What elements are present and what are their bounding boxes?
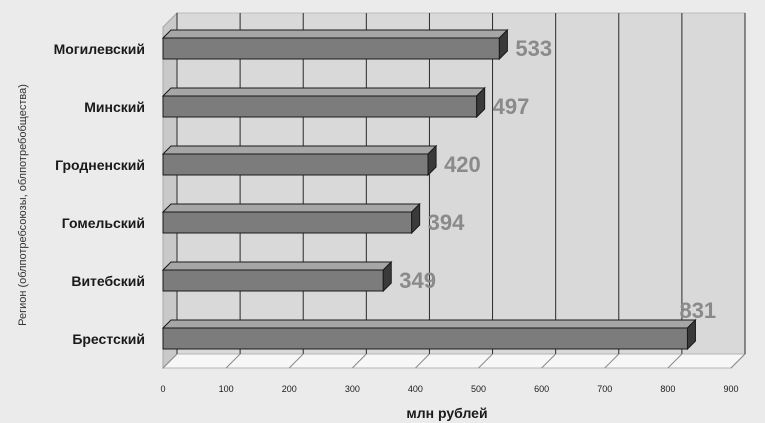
bar-end <box>498 28 508 61</box>
gridlines <box>162 13 746 369</box>
value-label: 831 <box>679 298 716 323</box>
value-labels: 533 497 420 394 349 831 <box>399 36 716 323</box>
x-tick-label: 600 <box>534 384 549 394</box>
y-axis-label: Регион (облпотребсоюзы, облпотребобществ… <box>17 84 29 326</box>
bar-top <box>161 203 421 213</box>
x-axis-label: млн рублей <box>406 405 487 421</box>
bars <box>161 28 697 351</box>
x-tick-label: 200 <box>282 384 297 394</box>
bar-top <box>161 319 697 329</box>
bar-end <box>686 318 696 351</box>
bar <box>161 318 697 351</box>
category-labels: Могилевский Минский Гродненский Гомельский В… <box>54 41 145 347</box>
floor-gridline <box>730 353 746 369</box>
floor-gridline <box>288 353 304 369</box>
bar-front <box>162 95 478 118</box>
bar-top <box>161 87 486 97</box>
bar-front <box>162 37 500 60</box>
bar-end <box>382 260 392 293</box>
category-label: Брестский <box>72 331 145 347</box>
bar-top <box>161 29 509 39</box>
bar <box>161 144 438 177</box>
floor-gridline <box>162 353 178 369</box>
x-tick-label: 800 <box>660 384 675 394</box>
floor-gridline <box>667 353 683 369</box>
x-tick-label: 0 <box>160 384 165 394</box>
bar-front <box>162 269 384 292</box>
category-label: Гомельский <box>62 215 145 231</box>
floor-gridline <box>541 353 557 369</box>
bar <box>161 86 486 119</box>
x-tick-labels: 0 100 200 300 400 500 600 700 800 900 <box>160 384 738 394</box>
value-label: 420 <box>444 152 481 177</box>
value-label: 533 <box>515 36 552 61</box>
x-tick-label: 900 <box>723 384 738 394</box>
bar-end <box>476 86 486 119</box>
bar <box>161 260 393 293</box>
x-tick-label: 700 <box>597 384 612 394</box>
side-wall <box>162 11 178 370</box>
x-tick-label: 100 <box>219 384 234 394</box>
bar-front <box>162 153 429 176</box>
floor-gridline <box>415 353 430 369</box>
x-tick-label: 300 <box>345 384 360 394</box>
category-label: Гродненский <box>55 157 145 173</box>
floor <box>161 353 747 369</box>
bar-front <box>162 327 688 350</box>
value-label: 394 <box>428 210 465 235</box>
floor-gridline <box>604 353 620 369</box>
back-wall <box>176 12 746 355</box>
x-tick-label: 500 <box>471 384 486 394</box>
floor-gridline <box>351 353 367 369</box>
floor-gridline <box>225 353 241 369</box>
plot-background <box>161 11 747 370</box>
bar-top <box>161 261 393 271</box>
bar-front <box>162 211 413 234</box>
bar-top <box>161 145 438 155</box>
category-label: Минский <box>84 99 145 115</box>
bar-end <box>427 144 437 177</box>
bar-end <box>411 202 421 235</box>
bar <box>161 28 509 61</box>
category-label: Могилевский <box>54 41 145 57</box>
category-label: Витебский <box>71 273 145 289</box>
floor-gridline <box>478 353 493 369</box>
value-label: 349 <box>399 268 436 293</box>
x-tick-label: 400 <box>408 384 423 394</box>
bar <box>161 202 421 235</box>
value-label: 497 <box>493 94 530 119</box>
